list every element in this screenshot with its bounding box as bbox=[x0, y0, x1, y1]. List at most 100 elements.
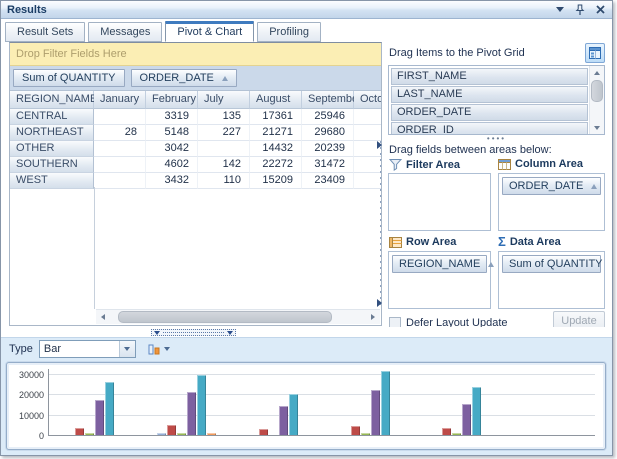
pivot-cell[interactable]: 3319 bbox=[146, 109, 198, 125]
pivot-cell[interactable] bbox=[354, 125, 381, 141]
splitter-collapse-bottom-icon[interactable] bbox=[377, 299, 382, 307]
field-list-item-last_name[interactable]: LAST_NAME bbox=[391, 86, 588, 103]
column-header-february[interactable]: February bbox=[146, 91, 198, 109]
pivot-cell[interactable]: 135 bbox=[198, 109, 250, 125]
row-field-header[interactable]: REGION_NAME bbox=[10, 91, 110, 109]
pivot-row: OTHER 3042 14432 20239 bbox=[10, 141, 381, 157]
field-list-item-order_date[interactable]: ORDER_DATE bbox=[391, 104, 588, 121]
bar-august-southern bbox=[370, 390, 380, 435]
row-header-northeast[interactable]: NORTHEAST bbox=[10, 125, 94, 141]
row-header-other[interactable]: OTHER bbox=[10, 141, 94, 157]
pivot-cell[interactable] bbox=[354, 173, 381, 189]
vertical-splitter[interactable] bbox=[377, 141, 384, 307]
close-icon[interactable] bbox=[594, 4, 606, 16]
tab-pivot-and-chart[interactable]: Pivot & Chart bbox=[165, 21, 255, 42]
pivot-cell[interactable]: 17361 bbox=[250, 109, 302, 125]
area-field-button-region_name[interactable]: REGION_NAME bbox=[392, 255, 495, 273]
pivot-cell[interactable] bbox=[354, 109, 381, 125]
pivot-cell[interactable]: 110 bbox=[198, 173, 250, 189]
pivot-layout-button[interactable] bbox=[585, 43, 605, 63]
pivot-cell[interactable] bbox=[94, 157, 146, 173]
row-area-text: Row Area bbox=[406, 236, 457, 248]
pivot-cell[interactable] bbox=[94, 141, 146, 157]
chart-type-label: Type bbox=[9, 343, 33, 355]
area-field-button-sum-of-quantity[interactable]: Sum of QUANTITY bbox=[502, 255, 603, 273]
row-area-label: Row Area bbox=[389, 236, 456, 248]
column-area-text: Column Area bbox=[515, 158, 584, 170]
pivot-cell[interactable]: 22272 bbox=[250, 157, 302, 173]
field-list-item-first_name[interactable]: FIRST_NAME bbox=[391, 68, 588, 85]
bar-september-northeast bbox=[197, 375, 207, 435]
column-header-september[interactable]: September bbox=[302, 91, 362, 109]
tab-result-sets[interactable]: Result Sets bbox=[5, 22, 86, 42]
tab-messages[interactable]: Messages bbox=[88, 22, 163, 42]
scrollbar-thumb[interactable] bbox=[591, 80, 603, 102]
pivot-horizontal-scrollbar[interactable] bbox=[96, 309, 380, 324]
splitter-collapse-top-icon[interactable] bbox=[377, 141, 382, 149]
pivot-cell[interactable] bbox=[94, 173, 146, 189]
chart-appearance-button[interactable] bbox=[144, 341, 174, 358]
pivot-cell[interactable]: 29680 bbox=[302, 125, 354, 141]
sort-ascending-icon bbox=[221, 75, 228, 81]
column-header-august[interactable]: August bbox=[250, 91, 302, 109]
column-header-july[interactable]: July bbox=[198, 91, 250, 109]
pivot-cell[interactable]: 31472 bbox=[302, 157, 354, 173]
scroll-up-icon[interactable] bbox=[590, 66, 604, 79]
column-area-icon bbox=[498, 158, 511, 170]
field-list-item-order_id[interactable]: ORDER_ID bbox=[391, 122, 588, 134]
column-area-box[interactable]: ORDER_DATE bbox=[498, 173, 605, 231]
pivot-cell[interactable]: 14432 bbox=[250, 141, 302, 157]
pivot-cell[interactable] bbox=[94, 109, 146, 125]
pivot-cell[interactable] bbox=[198, 141, 250, 157]
column-field-button[interactable]: ORDER_DATE bbox=[130, 69, 237, 87]
pivot-cell[interactable] bbox=[354, 141, 381, 157]
chart-type-select[interactable]: Bar bbox=[38, 340, 136, 358]
column-header-january[interactable]: January bbox=[94, 91, 146, 109]
pivot-cell[interactable]: 28 bbox=[94, 125, 146, 141]
pivot-cell[interactable]: 5148 bbox=[146, 125, 198, 141]
pivot-cell[interactable]: 23409 bbox=[302, 173, 354, 189]
window-position-icon[interactable] bbox=[554, 4, 566, 16]
pivot-cell[interactable]: 4602 bbox=[146, 157, 198, 173]
scrollbar-thumb[interactable] bbox=[118, 311, 332, 323]
bar-august-central bbox=[95, 400, 105, 435]
titlebar: Results bbox=[1, 1, 612, 19]
pivot-column-headers: REGION_NAME January February July August Sept… bbox=[10, 91, 381, 109]
row-header-southern[interactable]: SOUTHERN bbox=[10, 157, 94, 173]
horizontal-splitter-handle[interactable] bbox=[151, 329, 236, 336]
pivot-cell[interactable]: 15209 bbox=[250, 173, 302, 189]
drag-areas-hint: Drag fields between areas below: bbox=[389, 144, 552, 156]
row-header-central[interactable]: CENTRAL bbox=[10, 109, 94, 125]
chart-type-value: Bar bbox=[43, 343, 61, 355]
row-area-box[interactable]: REGION_NAME bbox=[388, 251, 495, 309]
bar-september-central bbox=[105, 382, 115, 435]
data-field-button[interactable]: Sum of QUANTITY bbox=[13, 69, 125, 87]
data-area-box[interactable]: Sum of QUANTITY bbox=[498, 251, 605, 309]
filter-area-box[interactable] bbox=[388, 173, 491, 231]
pivot-cell[interactable]: 20239 bbox=[302, 141, 354, 157]
auto-hide-pin-icon[interactable] bbox=[574, 4, 586, 16]
update-button[interactable]: Update bbox=[553, 311, 605, 331]
pivot-cell[interactable]: 25946 bbox=[302, 109, 354, 125]
pivot-cell[interactable]: 3432 bbox=[146, 173, 198, 189]
row-header-west[interactable]: WEST bbox=[10, 173, 94, 189]
bar-july-southern bbox=[360, 433, 370, 435]
collapse-down-icon bbox=[227, 330, 233, 335]
tab-profiling[interactable]: Profiling bbox=[257, 22, 321, 42]
pivot-cell[interactable]: 3042 bbox=[146, 141, 198, 157]
column-header-october[interactable]: October bbox=[354, 91, 381, 109]
tab-bar: Result Sets Messages Pivot & Chart Profi… bbox=[1, 20, 612, 42]
filter-fields-drop-area[interactable]: Drop Filter Fields Here bbox=[10, 43, 381, 66]
pivot-cell[interactable] bbox=[354, 157, 381, 173]
field-list-resize-handle[interactable]: •••• bbox=[486, 134, 507, 143]
scroll-left-icon[interactable] bbox=[96, 310, 110, 324]
pivot-cell[interactable]: 142 bbox=[198, 157, 250, 173]
field-list-scrollbar[interactable] bbox=[589, 66, 604, 134]
area-field-button-order_date[interactable]: ORDER_DATE bbox=[502, 177, 601, 195]
scroll-right-icon[interactable] bbox=[366, 310, 380, 324]
select-dropdown-icon[interactable] bbox=[118, 341, 135, 357]
pivot-cell[interactable]: 227 bbox=[198, 125, 250, 141]
scroll-down-icon[interactable] bbox=[590, 121, 604, 134]
pivot-cell[interactable]: 21271 bbox=[250, 125, 302, 141]
